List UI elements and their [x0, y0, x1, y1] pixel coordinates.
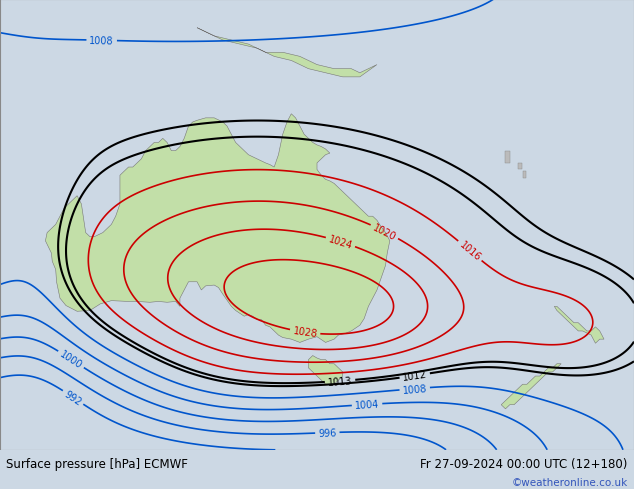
Text: 992: 992: [63, 388, 84, 407]
Polygon shape: [197, 29, 377, 78]
Polygon shape: [46, 114, 390, 343]
Text: 1008: 1008: [402, 383, 427, 395]
Polygon shape: [522, 172, 526, 178]
Text: 1008: 1008: [89, 36, 114, 46]
Text: 1012: 1012: [402, 369, 427, 382]
Text: 1020: 1020: [372, 222, 398, 242]
Polygon shape: [308, 356, 343, 384]
Polygon shape: [501, 364, 561, 409]
Text: 1013: 1013: [328, 376, 353, 387]
Polygon shape: [554, 307, 604, 344]
Text: 1004: 1004: [354, 399, 380, 410]
Text: Fr 27-09-2024 00:00 UTC (12+180): Fr 27-09-2024 00:00 UTC (12+180): [420, 457, 628, 470]
Text: Surface pressure [hPa] ECMWF: Surface pressure [hPa] ECMWF: [6, 457, 188, 470]
Text: 996: 996: [318, 427, 337, 438]
Polygon shape: [505, 151, 510, 164]
Text: 1000: 1000: [58, 349, 84, 371]
Text: 1028: 1028: [292, 326, 318, 339]
Text: ©weatheronline.co.uk: ©weatheronline.co.uk: [512, 477, 628, 487]
Polygon shape: [519, 164, 522, 170]
Text: 1024: 1024: [327, 234, 354, 251]
Text: 1016: 1016: [457, 240, 482, 263]
